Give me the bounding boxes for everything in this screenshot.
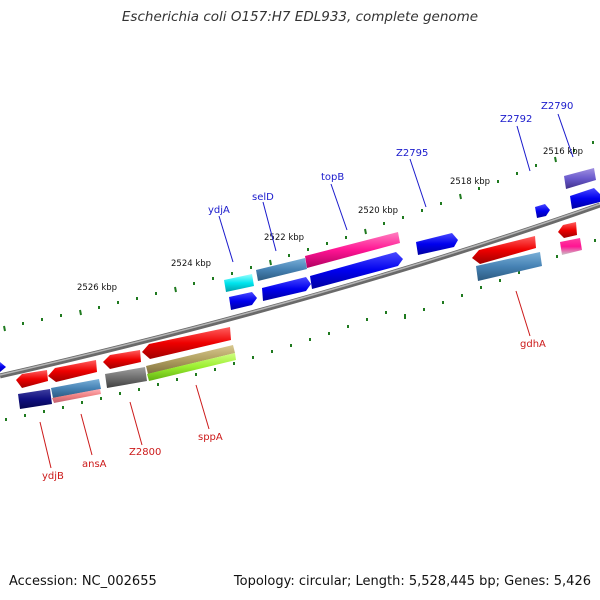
gene-arrow [476, 252, 542, 281]
gene-arrow [146, 345, 235, 374]
gene-label-seld: selD [252, 192, 274, 203]
gene-arrow [224, 274, 254, 292]
forward-genes-lower [229, 188, 600, 310]
gene-arrow [51, 379, 101, 398]
gene-arrow [564, 168, 596, 189]
gene-arrow [103, 350, 141, 369]
accession-text: Accession: NC_002655 [9, 574, 157, 589]
forward-genes-upper [224, 168, 596, 292]
gene-label-z2800: Z2800 [129, 447, 161, 458]
gene-label-ansa: ansA [82, 459, 107, 470]
gene-label-topb: topB [321, 172, 344, 183]
gene-label-gdha: gdhA [520, 339, 546, 350]
gene-label-z2790: Z2790 [541, 101, 573, 112]
gene-arrow [472, 236, 536, 264]
gene-arrow [535, 204, 550, 218]
gene-arrow [560, 238, 582, 255]
gene-arrow [48, 360, 97, 382]
gene-arrow [570, 188, 600, 209]
gene-arrow [229, 292, 257, 310]
gene-arrow [147, 353, 236, 381]
gene-arrow [310, 252, 403, 289]
tick-label-2524: 2524 kbp [171, 259, 211, 269]
tick-label-2526: 2526 kbp [77, 283, 117, 293]
gene-arrow [262, 277, 311, 301]
gene-label-ydja: ydjA [208, 205, 230, 216]
gene-arrow [558, 222, 577, 238]
tick-label-2522: 2522 kbp [264, 233, 304, 243]
gene-arrow [105, 367, 147, 388]
gene-arrow [0, 362, 6, 372]
gene-arrow [16, 370, 48, 388]
gene-arrow [416, 233, 458, 255]
gene-label-sppa: sppA [198, 432, 223, 443]
tick-label-2520: 2520 kbp [358, 206, 398, 216]
gene-label-ydjb: ydjB [42, 471, 64, 482]
gene-arrow [52, 389, 101, 403]
leader-lines-bottom [39, 290, 531, 469]
gene-arrow [142, 327, 231, 359]
tick-label-2516: 2516 kbp [543, 147, 583, 157]
gene-arrow [256, 258, 307, 281]
lower-tick-ring [5, 239, 596, 421]
leader-lines-top [218, 113, 574, 263]
kbp-tick-labels: 2516 kbp 2518 kbp 2520 kbp 2522 kbp 2524… [77, 147, 583, 293]
genome-backbone-highlight [0, 203, 600, 376]
gene-labels-top: Z2790 Z2792 Z2795 topB selD ydjA [208, 101, 573, 216]
gene-arrow [18, 389, 52, 409]
reverse-genes [0, 222, 582, 409]
genome-title: Escherichia coli O157:H7 EDL933, complet… [121, 9, 479, 25]
genome-summary-text: Topology: circular; Length: 5,528,445 bp… [233, 574, 591, 589]
tick-label-2518: 2518 kbp [450, 177, 490, 187]
genome-backbone [0, 202, 600, 379]
gene-labels-bottom: gdhA sppA Z2800 ansA ydjB [42, 339, 546, 482]
gene-label-z2792: Z2792 [500, 114, 532, 125]
upper-tick-ring [3, 141, 594, 332]
gene-label-z2795: Z2795 [396, 148, 428, 159]
gene-arrow [305, 232, 400, 268]
